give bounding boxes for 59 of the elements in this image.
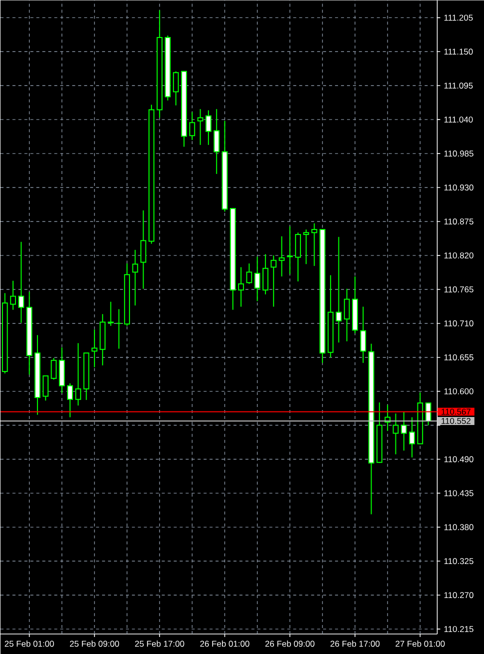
x-tick-label: 25 Feb 01:00 bbox=[4, 640, 54, 647]
candlestick bbox=[10, 280, 16, 310]
candlestick bbox=[205, 110, 212, 146]
y-tick-label: 110.930 bbox=[444, 184, 474, 191]
y-tick-label: 110.435 bbox=[444, 490, 474, 496]
candlestick bbox=[108, 301, 114, 326]
y-tick-label: 110.600 bbox=[444, 388, 474, 394]
candlestick bbox=[278, 236, 285, 277]
candlestick bbox=[303, 229, 309, 265]
x-tick-label: 25 Feb 09:00 bbox=[70, 640, 119, 647]
x-tick-label: 27 Feb 01:00 bbox=[396, 640, 445, 647]
x-tick-label: 26 Feb 01:00 bbox=[200, 640, 250, 647]
candlestick bbox=[214, 108, 220, 174]
candlestick bbox=[400, 411, 407, 452]
y-tick-label: 110.875 bbox=[444, 218, 474, 224]
candlestick bbox=[42, 375, 48, 402]
y-tick-label: 110.380 bbox=[444, 524, 474, 530]
y-tick-label: 110.270 bbox=[444, 592, 474, 598]
candlestick bbox=[140, 210, 146, 290]
candlestick bbox=[172, 70, 179, 106]
candlestick bbox=[238, 266, 244, 308]
x-tick-label: 25 Feb 17:00 bbox=[134, 640, 184, 647]
y-tick-label: 110.325 bbox=[444, 558, 474, 564]
y-tick-label: 111.205 bbox=[444, 14, 473, 21]
y-tick-label: 110.490 bbox=[444, 456, 474, 462]
candlestick bbox=[408, 416, 415, 458]
candlestick bbox=[197, 108, 204, 146]
y-tick-label: 110.215 bbox=[444, 626, 474, 632]
candlestick bbox=[344, 288, 350, 342]
y-tick-label: 110.710 bbox=[444, 320, 474, 326]
y-tick-label: 111.150 bbox=[444, 48, 473, 55]
candlestick bbox=[67, 382, 73, 418]
candlestick bbox=[189, 112, 196, 140]
y-tick-label: 110.820 bbox=[444, 252, 474, 258]
candlestick bbox=[311, 222, 318, 266]
ref-line-label: 110.567 bbox=[441, 408, 470, 415]
y-tick-label: 110.765 bbox=[444, 286, 474, 292]
candlestick bbox=[246, 262, 252, 284]
candlestick bbox=[286, 226, 293, 274]
candlestick bbox=[75, 342, 82, 406]
candlestick bbox=[50, 357, 57, 380]
y-tick-label: 111.040 bbox=[444, 116, 473, 123]
x-tick-label: 26 Feb 09:00 bbox=[265, 640, 314, 647]
candlestick bbox=[294, 232, 301, 282]
x-tick-label: 26 Feb 17:00 bbox=[330, 640, 380, 647]
candlestick bbox=[116, 308, 122, 350]
ref-line-label: 110.552 bbox=[441, 418, 470, 424]
candlestick bbox=[91, 329, 98, 368]
candlestick bbox=[270, 254, 276, 308]
candlestick bbox=[392, 413, 399, 455]
y-tick-label: 110.985 bbox=[444, 150, 474, 157]
candlestick bbox=[18, 241, 24, 324]
candlestick bbox=[360, 306, 366, 364]
y-tick-label: 110.655 bbox=[444, 354, 474, 360]
y-tick-label: 111.095 bbox=[444, 82, 473, 89]
candlestick bbox=[254, 256, 260, 302]
candlestick bbox=[336, 236, 342, 344]
candlestick bbox=[132, 249, 138, 306]
candlestick bbox=[262, 254, 268, 295]
